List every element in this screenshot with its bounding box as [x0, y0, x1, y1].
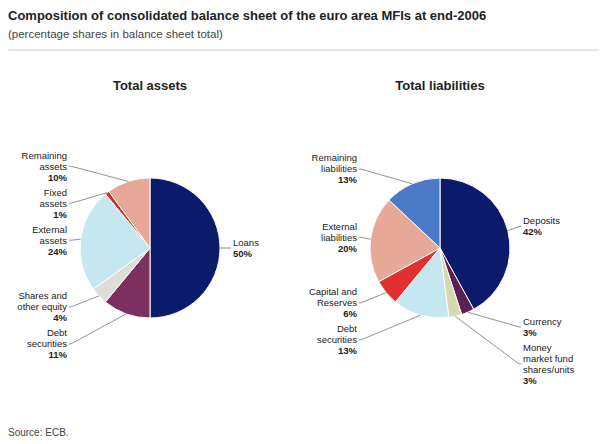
- slice-label: Loans: [233, 237, 259, 248]
- background: [0, 0, 607, 444]
- leader-line: [455, 316, 521, 364]
- slice-label: Shares andother equity: [17, 290, 67, 312]
- pie-slice: [109, 178, 150, 248]
- slice-label: Remainingliabilities: [312, 152, 358, 174]
- leader-line: [359, 293, 386, 303]
- slice-label: Deposits: [523, 215, 560, 226]
- divider: [8, 50, 599, 51]
- data-label: 24%: [48, 246, 68, 257]
- slice-label: Remainingassets: [22, 150, 68, 172]
- data-label: 13%: [338, 174, 358, 185]
- data-label: 11%: [49, 349, 68, 360]
- leader-line: [359, 315, 420, 340]
- data-label: 10%: [48, 172, 68, 183]
- leader-line: [69, 314, 126, 344]
- data-label: 3%: [523, 327, 537, 338]
- leader-line: [508, 227, 521, 231]
- pie-chart: Total assets Loans50% Remainingassets10% Fi…: [17, 78, 259, 360]
- slice-label: Externalliabilities: [321, 221, 357, 243]
- data-label: 4%: [53, 312, 67, 323]
- source: Source: ECB.: [8, 427, 69, 438]
- chart: Composition of consolidated balance shee…: [0, 0, 607, 444]
- slice-label: Externalassets: [32, 224, 67, 246]
- pie-slice: [150, 178, 220, 318]
- leader-line: [468, 312, 521, 327]
- data-label: 20%: [338, 243, 358, 254]
- slice-label: Debtsecurities: [317, 323, 357, 345]
- leader-line: [69, 193, 107, 204]
- pie-title: Total assets: [113, 78, 187, 93]
- slice-label: Moneymarket fundshares/units: [523, 342, 574, 375]
- leader-line: [69, 239, 81, 241]
- data-label: 6%: [343, 308, 357, 319]
- data-label: 42%: [523, 226, 543, 237]
- data-label: 13%: [338, 345, 358, 356]
- slice-label: Capital andReserves: [309, 286, 357, 308]
- data-label: 50%: [233, 248, 253, 259]
- slice-label: Debtsecurities: [27, 327, 67, 349]
- leader-line: [69, 296, 99, 307]
- pie-chart: Total liabilitiesDeposits42%Currency3%Mo…: [309, 78, 575, 386]
- leader-line: [359, 237, 371, 239]
- title: Composition of consolidated balance shee…: [8, 8, 486, 23]
- data-label: 3%: [523, 375, 537, 386]
- data-label: 1%: [53, 209, 67, 220]
- leader-line: [69, 166, 128, 181]
- slice-label: Fixedassets: [40, 187, 68, 209]
- pie-title: Total liabilities: [395, 78, 484, 93]
- subtitle: (percentage shares in balance sheet tota…: [8, 28, 223, 40]
- leader-line: [359, 169, 412, 184]
- pie-slice: [389, 178, 440, 248]
- leader-line: [220, 248, 231, 249]
- slice-label: Currency: [523, 316, 562, 327]
